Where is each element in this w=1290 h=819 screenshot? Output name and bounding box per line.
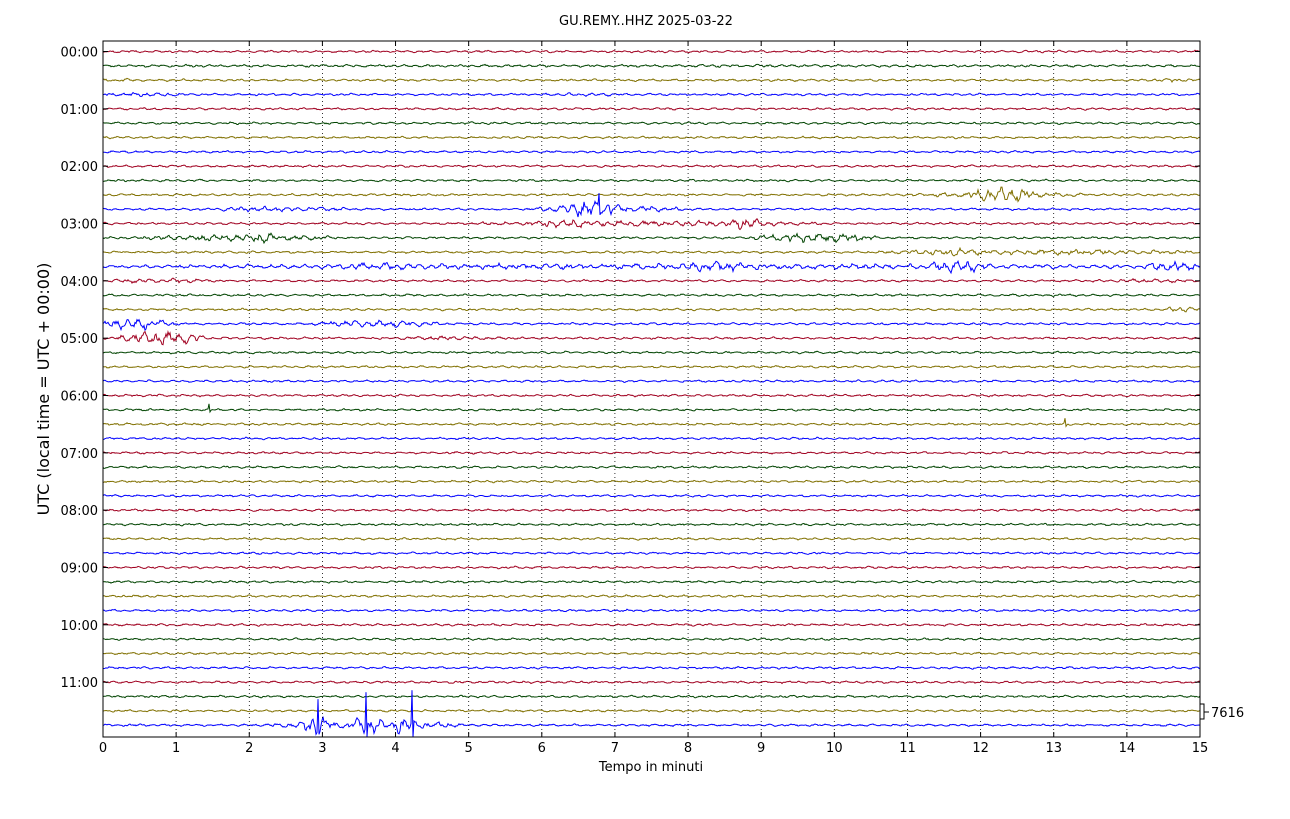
trace-line [102, 465, 1201, 470]
y-tick-label: 11:00 [61, 676, 98, 691]
trace-line [102, 579, 1201, 584]
x-tick-label: 3 [318, 741, 326, 756]
trace-line [102, 393, 1201, 398]
y-tick-label: 01:00 [61, 103, 98, 118]
trace-line [102, 565, 1201, 570]
trace-line [102, 551, 1201, 555]
trace-line [102, 418, 1201, 428]
x-tick-label: 13 [1045, 741, 1062, 756]
y-tick-label: 07:00 [61, 447, 98, 462]
x-tick-label: 5 [465, 741, 473, 756]
trace-line [102, 260, 1201, 275]
x-tick-label: 9 [757, 741, 765, 756]
trace-line [102, 186, 1201, 203]
grid-layer [175, 41, 1128, 737]
y-tick-label: 06:00 [61, 389, 98, 404]
trace-line [102, 135, 1201, 140]
trace-line [102, 665, 1201, 670]
trace-line [102, 651, 1200, 656]
trace-line [102, 694, 1201, 699]
trace-line [102, 536, 1201, 541]
y-tick-label: 08:00 [61, 504, 98, 519]
trace-line [102, 318, 1201, 332]
trace-line [103, 436, 1201, 441]
y-tick-label: 05:00 [61, 332, 98, 347]
y-tick-label: 02:00 [61, 160, 98, 175]
trace-line [102, 293, 1201, 298]
trace-line [102, 246, 1201, 257]
x-axis-label: Tempo in minuti [598, 760, 703, 775]
trace-line [102, 594, 1201, 599]
trace-line [102, 479, 1200, 484]
y-tick-label: 10:00 [61, 619, 98, 634]
trace-line [102, 164, 1201, 169]
trace-line [102, 106, 1201, 111]
trace-line [102, 680, 1201, 685]
trace-line [102, 91, 1201, 98]
scale-bar: 7616 [1200, 703, 1244, 721]
trace-line [102, 508, 1201, 513]
trace-line [103, 277, 1201, 285]
trace-line [102, 218, 1201, 231]
trace-line [102, 193, 1201, 218]
x-tick-label: 6 [538, 741, 546, 756]
x-tick-label: 15 [1192, 741, 1209, 756]
plot-frame [102, 40, 1201, 738]
x-tick-label: 10 [826, 741, 843, 756]
traces-layer [102, 49, 1201, 738]
y-tick-label: 00:00 [61, 46, 98, 61]
trace-line [102, 690, 1201, 738]
x-tick-label: 1 [172, 741, 180, 756]
trace-line [102, 178, 1201, 183]
x-tick-label: 12 [972, 741, 989, 756]
trace-line [102, 306, 1201, 313]
trace-line [102, 403, 1201, 414]
x-tick-label: 8 [684, 741, 692, 756]
x-axis: 0 1 2 3 4 5 6 7 8 9 10 11 12 13 14 15 [99, 41, 1208, 756]
y-tick-label: 04:00 [61, 275, 98, 290]
trace-line [102, 121, 1201, 126]
chart-title: GU.REMY..HHZ 2025-03-22 [559, 14, 733, 29]
trace-line [102, 77, 1201, 83]
y-axis: 00:00 01:00 02:00 03:00 04:00 05:00 06:00 07:00… [61, 46, 1200, 691]
x-tick-label: 7 [611, 741, 619, 756]
x-tick-label: 4 [391, 741, 399, 756]
trace-line [102, 637, 1200, 642]
trace-line [102, 450, 1201, 455]
trace-line [102, 708, 1200, 713]
trace-line [102, 329, 1201, 346]
trace-line [102, 379, 1201, 384]
trace-line [102, 622, 1201, 627]
trace-line [102, 364, 1201, 369]
trace-line [102, 63, 1201, 69]
trace-line [102, 350, 1201, 355]
trace-line [102, 49, 1201, 54]
x-tick-label: 14 [1119, 741, 1136, 756]
trace-line [102, 608, 1201, 613]
y-tick-label: 03:00 [61, 217, 98, 232]
x-tick-label: 0 [99, 741, 107, 756]
trace-line [102, 522, 1201, 527]
trace-line [102, 149, 1201, 154]
scale-bar-bracket [1200, 703, 1205, 720]
trace-line [102, 232, 1201, 245]
scale-bar-label: 7616 [1211, 706, 1244, 721]
x-tick-label: 2 [245, 741, 253, 756]
y-tick-label: 09:00 [61, 561, 98, 576]
y-axis-label: UTC (local time = UTC + 00:00) [34, 263, 53, 516]
x-tick-label: 11 [899, 741, 916, 756]
trace-line [102, 493, 1201, 498]
